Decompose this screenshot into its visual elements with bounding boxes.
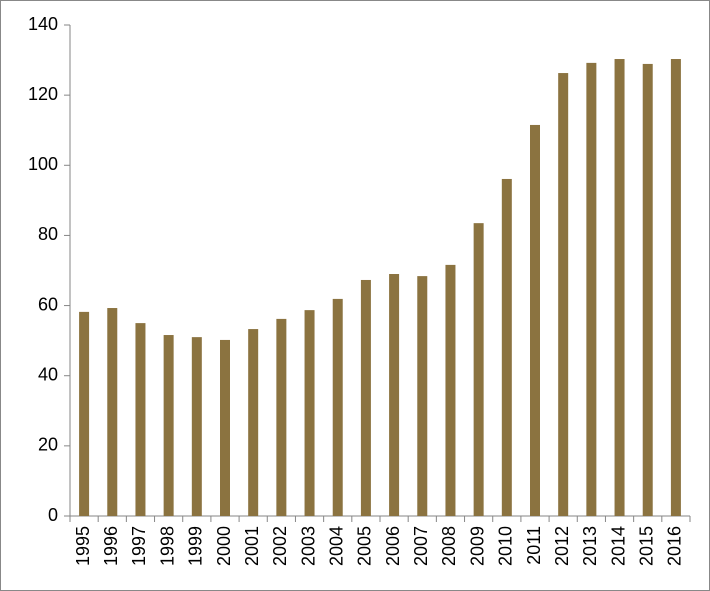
x-tick-label: 2003 <box>298 526 318 566</box>
y-tick-label: 40 <box>38 364 58 384</box>
x-tick-label: 1996 <box>101 526 121 566</box>
bar <box>135 323 146 516</box>
bar <box>79 311 90 516</box>
x-tick-label: 1999 <box>186 526 206 566</box>
x-tick-label: 1998 <box>157 526 177 566</box>
y-tick-label: 100 <box>28 154 58 174</box>
x-tick-label: 2005 <box>355 526 375 566</box>
bar <box>417 276 428 516</box>
bar <box>445 264 456 516</box>
bar <box>558 73 569 517</box>
x-tick-label: 2007 <box>411 526 431 566</box>
bar <box>501 178 512 517</box>
bar <box>220 339 230 516</box>
bar <box>389 274 400 516</box>
bar <box>586 62 597 517</box>
bar <box>191 337 202 516</box>
bar <box>276 318 287 516</box>
y-tick-label: 0 <box>48 505 58 525</box>
y-tick-label: 60 <box>38 294 58 314</box>
x-tick-label: 2011 <box>524 526 544 565</box>
x-tick-label: 2009 <box>467 526 487 566</box>
y-tick-label: 120 <box>28 84 58 104</box>
x-tick-label: 1995 <box>73 526 93 566</box>
x-tick-label: 2008 <box>439 526 459 566</box>
x-tick-label: 2006 <box>383 526 403 566</box>
bar <box>163 335 174 516</box>
bar <box>107 308 118 516</box>
y-tick-label: 80 <box>38 224 58 244</box>
x-tick-label: 2010 <box>496 526 516 566</box>
y-tick-label: 140 <box>28 14 58 34</box>
x-tick-label: 2013 <box>580 526 600 566</box>
x-tick-label: 2015 <box>636 526 656 566</box>
x-tick-label: 2014 <box>608 526 628 566</box>
x-tick-label: 2016 <box>665 526 685 566</box>
bar <box>304 310 315 516</box>
x-tick-label: 1997 <box>129 526 149 566</box>
bar <box>473 223 484 516</box>
bar <box>642 63 653 516</box>
bar <box>614 59 625 516</box>
x-tick-label: 2012 <box>552 526 572 566</box>
bar <box>248 329 259 516</box>
x-tick-label: 2002 <box>270 526 290 566</box>
bar <box>670 59 681 516</box>
x-tick-label: 2000 <box>214 526 234 566</box>
bar <box>530 124 540 516</box>
x-tick-label: 2004 <box>326 526 346 566</box>
x-tick-label: 2001 <box>242 526 262 566</box>
bar <box>360 279 371 516</box>
y-tick-label: 20 <box>38 435 58 455</box>
bar <box>332 298 343 516</box>
